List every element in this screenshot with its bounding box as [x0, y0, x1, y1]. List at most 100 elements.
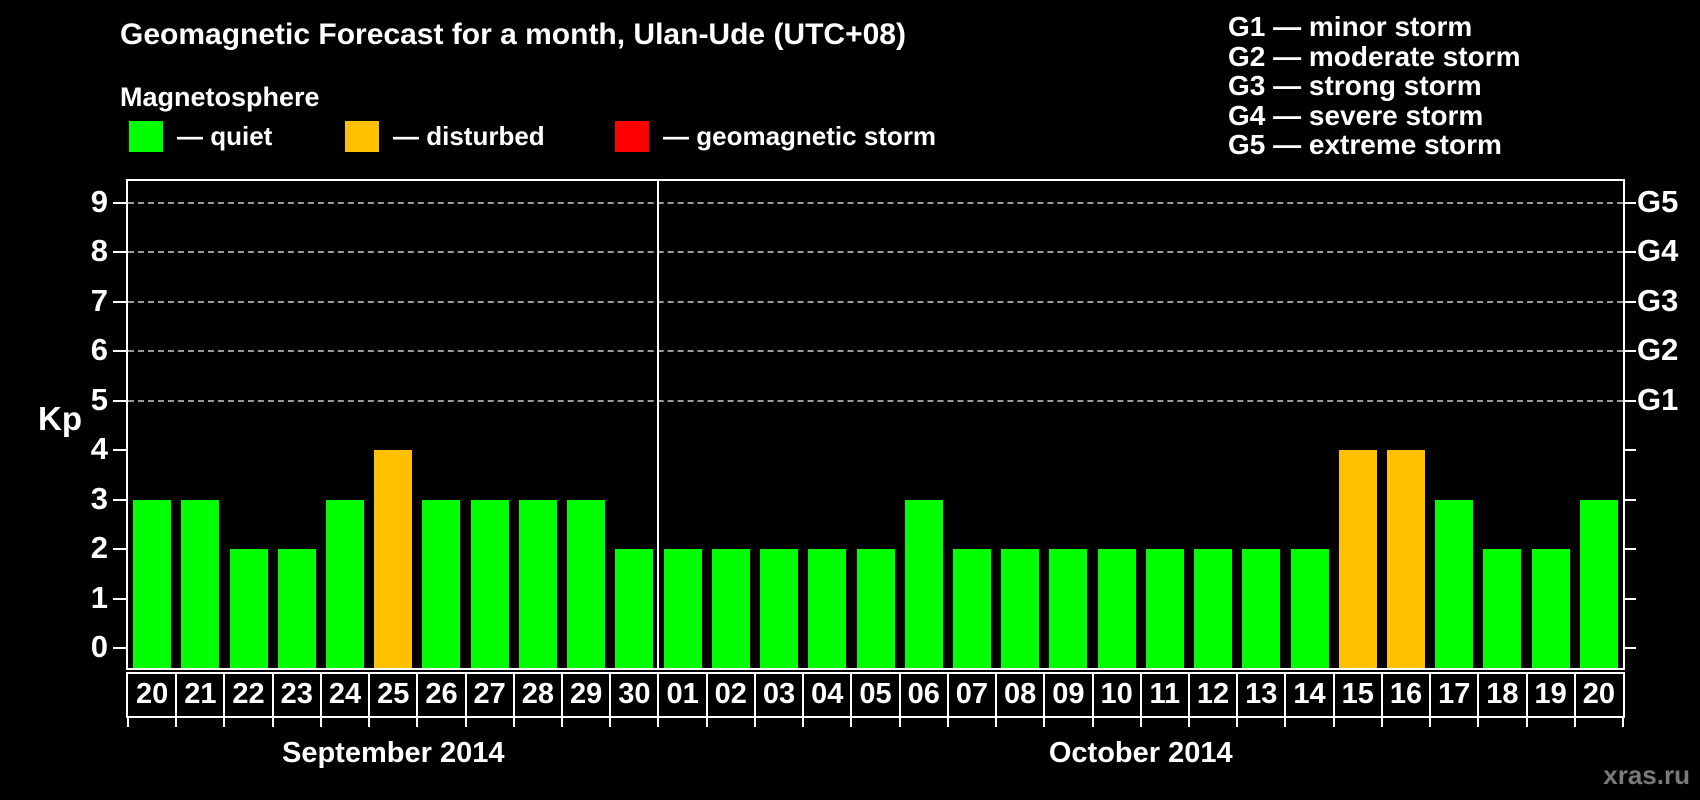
day-boundary-tick	[416, 718, 419, 727]
day-cell: 02	[714, 678, 747, 710]
day-cell-border	[609, 674, 612, 716]
kp-gridline	[128, 251, 1623, 254]
day-boundary-tick	[1525, 718, 1528, 727]
kp-tick-label: 3	[90, 480, 108, 516]
kp-tick-label: 0	[90, 629, 108, 665]
day-cell: 10	[1100, 678, 1133, 710]
day-cell: 17	[1438, 678, 1471, 710]
kp-gridline	[128, 300, 1623, 303]
day-cell: 26	[425, 678, 458, 710]
kp-tick-right	[1623, 399, 1636, 402]
kp-tick-label: 6	[90, 332, 108, 368]
g-legend-line: G5 — extreme storm	[1228, 129, 1502, 161]
kp-bar	[374, 450, 413, 668]
kp-tick-left	[113, 300, 126, 303]
day-cell: 18	[1486, 678, 1519, 710]
kp-tick-right	[1623, 647, 1636, 650]
day-cell-border	[1429, 674, 1432, 716]
day-boundary-tick	[1429, 718, 1432, 727]
day-cell: 29	[570, 678, 603, 710]
day-boundary-tick	[1477, 718, 1480, 727]
kp-tick-left	[113, 498, 126, 501]
day-cell: 11	[1149, 678, 1181, 710]
day-boundary-tick	[1622, 718, 1624, 727]
kp-bar	[181, 499, 220, 668]
day-cell-border	[1332, 674, 1335, 716]
kp-bar	[1290, 549, 1329, 668]
legend-item-storm: — geomagnetic storm	[615, 121, 936, 152]
kp-tick-label: 1	[90, 579, 108, 615]
day-boundary-tick	[127, 718, 129, 727]
kp-bar	[1242, 549, 1281, 668]
day-cell: 20	[1582, 678, 1615, 710]
day-cell: 30	[618, 678, 651, 710]
kp-bar	[1579, 499, 1618, 668]
kp-tick-right	[1623, 498, 1636, 501]
day-cell-border	[1043, 674, 1046, 716]
day-boundary-tick	[850, 718, 853, 727]
day-boundary-tick	[368, 718, 371, 727]
day-cell-border	[319, 674, 322, 716]
day-cell-border	[1187, 674, 1190, 716]
kp-bar	[1001, 549, 1040, 668]
g-tick-label: G4	[1637, 233, 1679, 269]
day-cell-border	[416, 674, 419, 716]
kp-tick-left	[113, 548, 126, 551]
day-cell-border	[1573, 674, 1576, 716]
day-cell: 23	[280, 678, 313, 710]
kp-bar	[1145, 549, 1184, 668]
legend-item-label: — geomagnetic storm	[663, 121, 937, 151]
kp-bar	[470, 499, 509, 668]
kp-bar	[277, 549, 316, 668]
day-cell: 20	[135, 678, 169, 710]
day-boundary-tick	[1284, 718, 1287, 727]
kp-axis-title: Kp	[38, 400, 82, 437]
kp-bar	[567, 499, 606, 668]
kp-tick-label: 8	[90, 233, 108, 269]
day-cell: 08	[1004, 678, 1037, 710]
kp-bar	[1386, 450, 1425, 668]
day-boundary-tick	[561, 718, 564, 727]
day-cell-border	[850, 674, 853, 716]
day-cell-border	[1236, 674, 1239, 716]
watermark: xras.ru	[1603, 760, 1690, 790]
day-cell: 28	[521, 678, 555, 710]
kp-bar	[1531, 549, 1570, 668]
day-boundary-tick	[1043, 718, 1046, 727]
kp-bar	[1483, 549, 1522, 668]
day-boundary-tick	[753, 718, 756, 727]
day-label-strip: 20 21 22 23 24 25 26 27 28 29 30 01 02 03 04 05 06 07 08 09…	[126, 672, 1625, 718]
day-cell: 12	[1196, 678, 1230, 710]
day-boundary-tick	[223, 718, 226, 727]
kp-bar	[760, 549, 799, 668]
day-cell-border	[946, 674, 949, 716]
day-cell-border	[368, 674, 371, 716]
day-boundary-tick	[464, 718, 467, 727]
chart-title: Geomagnetic Forecast for a month, Ulan-U…	[120, 18, 906, 51]
storm-color-swatch-icon	[615, 121, 649, 152]
day-cell-border	[898, 674, 901, 716]
kp-gridline	[128, 201, 1623, 204]
day-cell-border	[175, 674, 178, 716]
kp-tick-right	[1623, 251, 1636, 254]
kp-tick-label: 5	[90, 381, 108, 417]
day-cell: 03	[762, 678, 796, 710]
day-cell: 19	[1534, 678, 1567, 710]
day-boundary-tick	[1573, 718, 1576, 727]
day-cell: 16	[1389, 678, 1423, 710]
magnetosphere-legend-heading: Magnetosphere	[120, 82, 320, 112]
legend-item-label: — disturbed	[393, 121, 545, 151]
day-cell: 14	[1293, 678, 1326, 710]
day-cell-border	[753, 674, 756, 716]
day-boundary-tick	[609, 718, 612, 727]
kp-bar	[1435, 499, 1474, 668]
kp-tick-left	[113, 647, 126, 650]
kp-tick-left	[113, 251, 126, 254]
kp-bar	[904, 499, 943, 668]
legend-item-quiet: — quiet	[129, 121, 272, 152]
kp-tick-label: 7	[90, 282, 108, 318]
day-cell: 09	[1052, 678, 1085, 710]
kp-tick-left	[113, 449, 126, 452]
day-cell: 15	[1341, 678, 1374, 710]
day-cell-border	[705, 674, 708, 716]
